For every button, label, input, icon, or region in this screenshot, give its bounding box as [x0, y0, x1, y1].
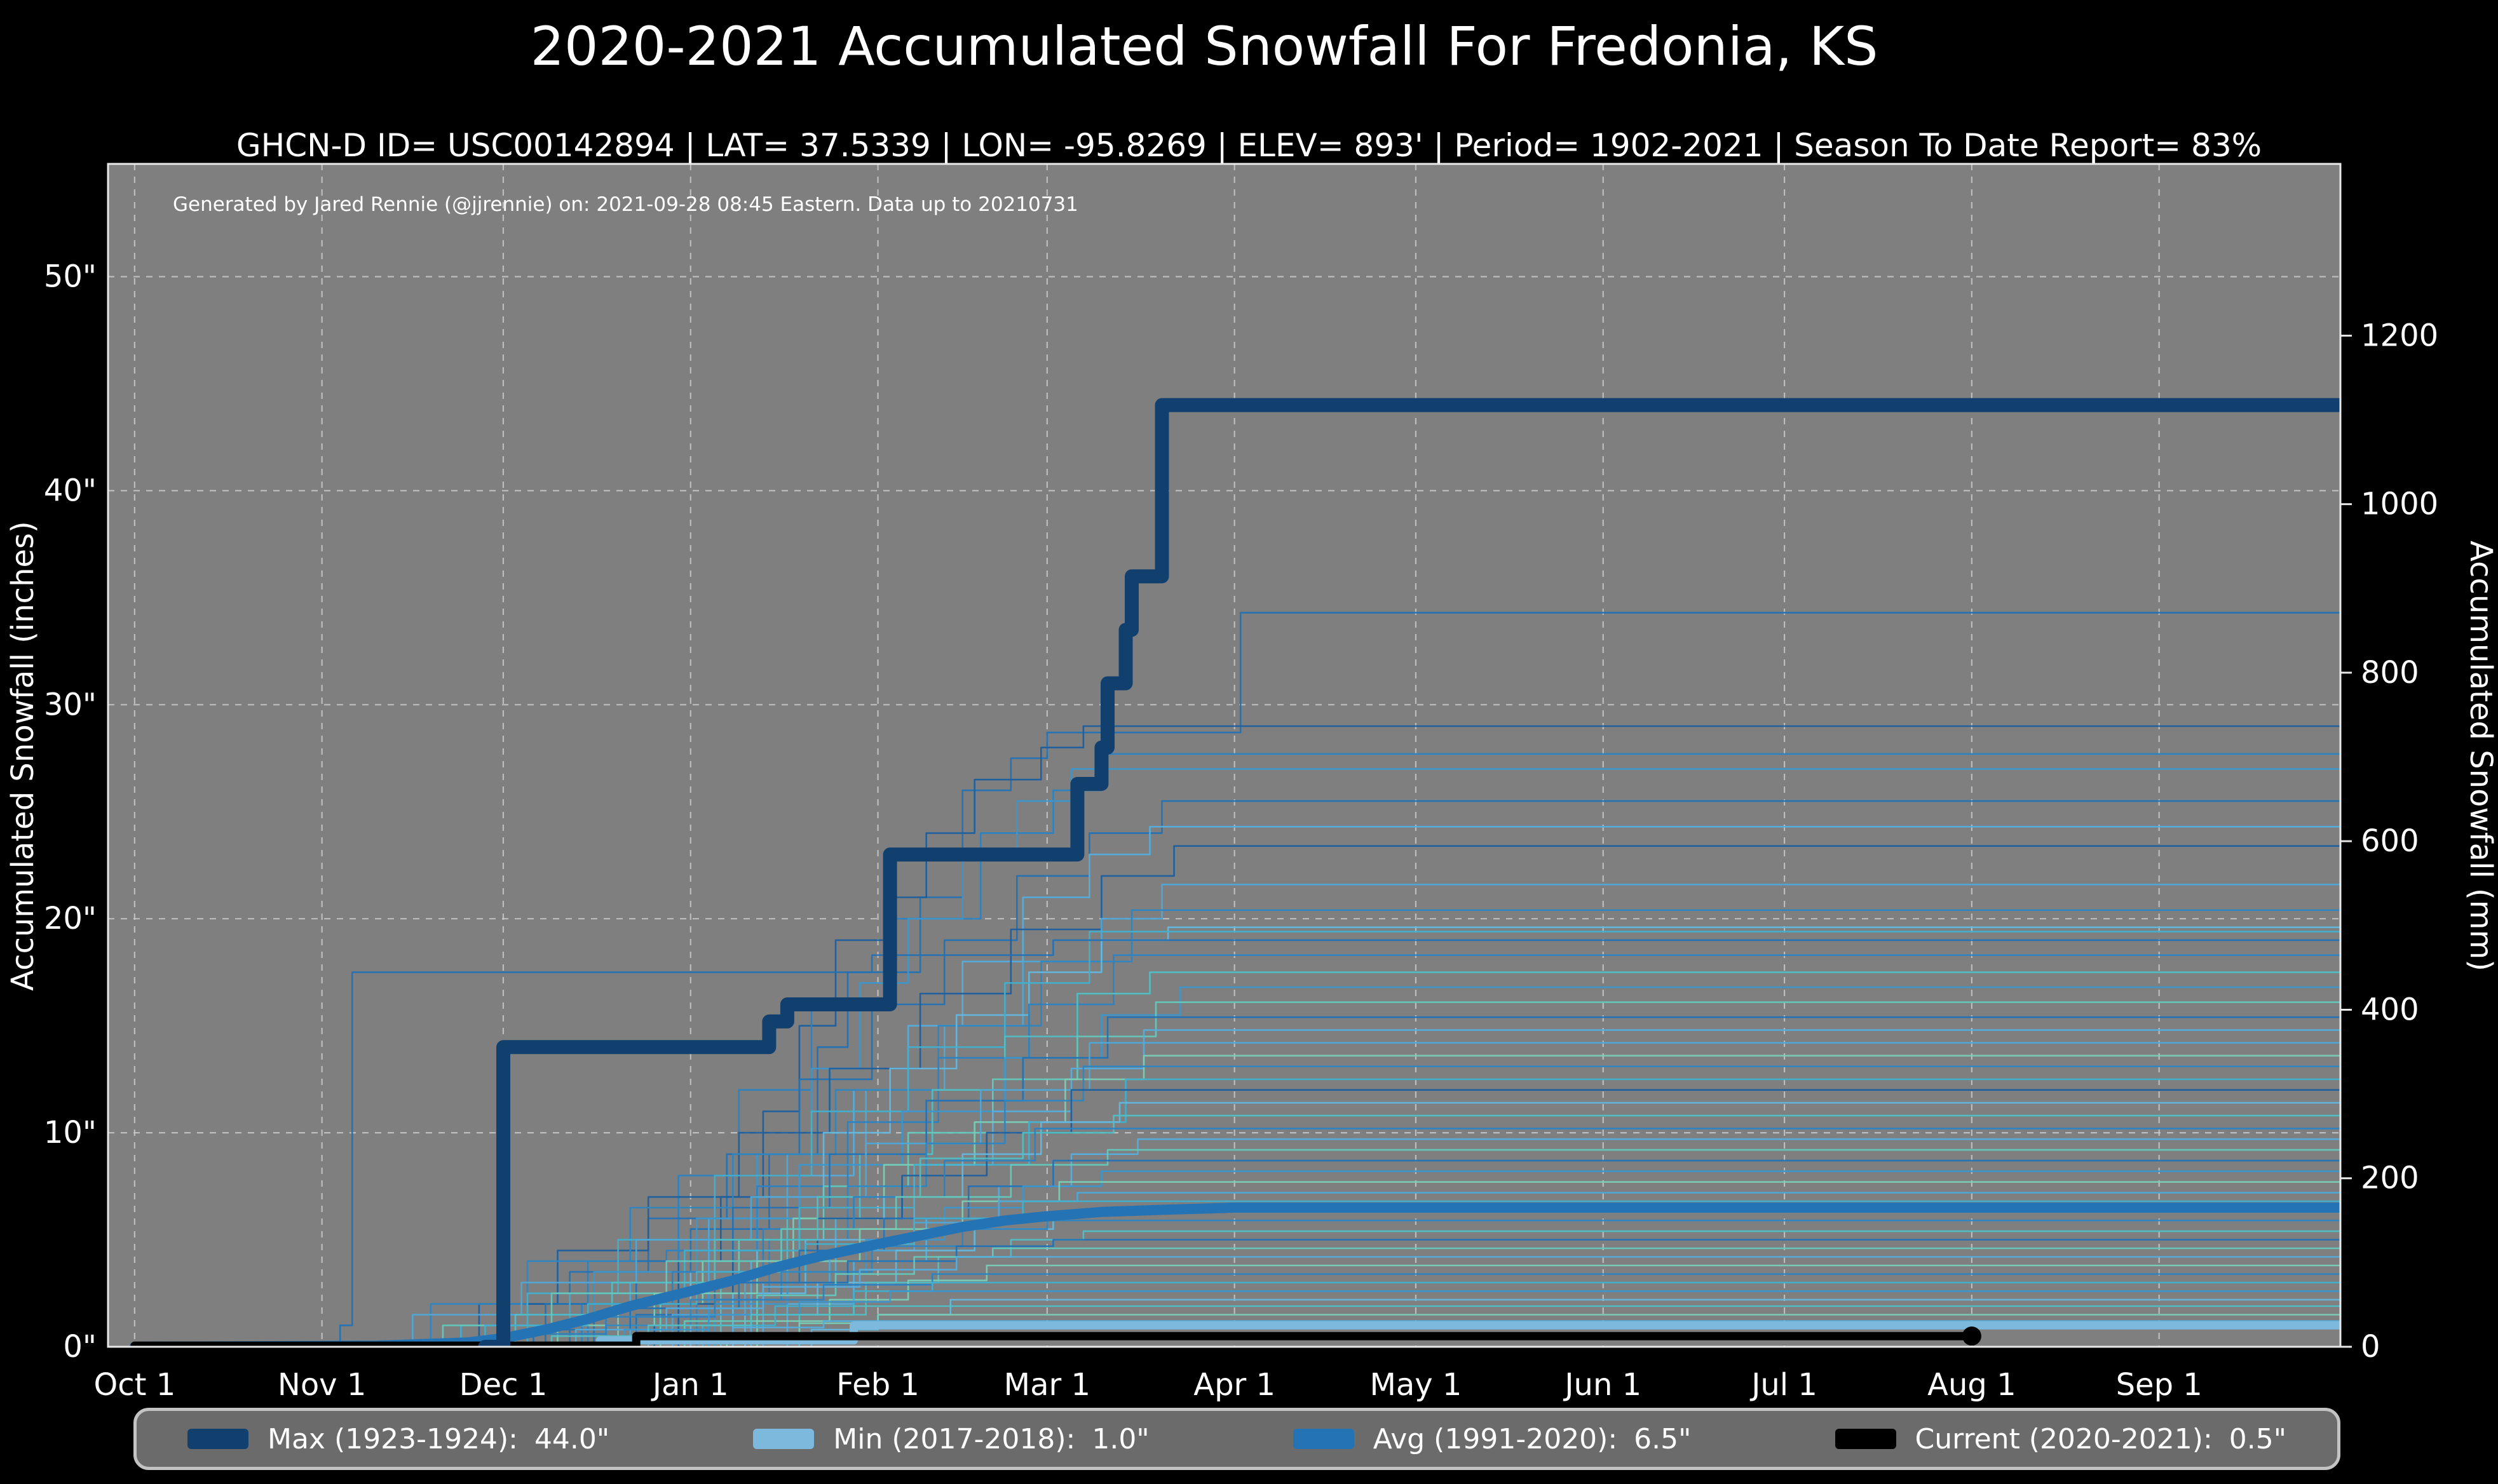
legend-label: Max (1923-1924):: [268, 1422, 518, 1455]
current-line: [130, 1332, 1976, 1347]
y-axis-left-title: Accumulated Snowfall (inches): [5, 521, 41, 991]
plot-border: [107, 163, 2342, 1348]
legend-value: 0.5": [2229, 1422, 2286, 1455]
grid-lines: [108, 164, 2340, 1347]
legend-entry: Min (2017-2018): 1.0": [753, 1422, 1150, 1455]
x-tick-label: Mar 1: [1004, 1367, 1090, 1403]
legend-value: 44.0": [534, 1422, 610, 1455]
x-tick-label: Jan 1: [651, 1367, 729, 1403]
page-title: 2020-2021 Accumulated Snowfall For Fredo…: [530, 15, 1878, 78]
x-tick-label: Apr 1: [1193, 1367, 1275, 1403]
series-lines: [129, 398, 2340, 1347]
legend-swatch: [753, 1429, 815, 1449]
y-axis-right-title: Accumulated Snowfall (mm): [2463, 541, 2498, 971]
legend: Max (1923-1924): 44.0" Min (2017-2018): 1.0…: [133, 1408, 2340, 1470]
season-line: [503, 1114, 2340, 1347]
y-tick-label-right: 200: [2361, 1161, 2419, 1196]
y-tick-label-left: 40": [44, 473, 97, 508]
season-line: [334, 939, 2340, 1347]
legend-label: Current (2020-2021):: [1915, 1422, 2213, 1455]
x-tick-label: Sep 1: [2116, 1367, 2203, 1403]
season-line: [466, 845, 2340, 1347]
y-tick-label-right: 400: [2361, 992, 2419, 1027]
y-tick-label-left: 10": [44, 1115, 97, 1150]
max-line: [478, 398, 2340, 1347]
season-line: [540, 1305, 2340, 1347]
season-line: [418, 909, 2340, 1347]
y-tick-label-right: 600: [2361, 823, 2419, 859]
x-tick-label: Aug 1: [1927, 1367, 2016, 1403]
season-line: [714, 1314, 2340, 1347]
x-tick-label: Nov 1: [278, 1367, 366, 1403]
plot-area: [108, 164, 2340, 1347]
x-tick-label: Oct 1: [93, 1367, 175, 1403]
y-tick-label-left: 30": [44, 687, 97, 722]
y-tick-label-right: 800: [2361, 655, 2419, 691]
avg-line: [129, 1203, 2340, 1347]
season-line: [666, 725, 2340, 1347]
season-line: [497, 753, 2340, 1347]
legend-entry: Max (1923-1924): 44.0": [187, 1423, 609, 1455]
season-line: [733, 1211, 2340, 1347]
legend-swatch: [187, 1429, 248, 1449]
y-tick-label-left: 50": [44, 259, 97, 295]
season-line: [400, 1042, 2340, 1347]
x-tick-label: Jun 1: [1563, 1367, 1641, 1403]
axis-ticks: Oct 1 Nov 1 Dec 1 Jan 1 Feb 1 Mar 1 Apr 1 May 1…: [44, 259, 2438, 1403]
legend-swatch: [1835, 1429, 1896, 1449]
x-tick-label: Feb 1: [836, 1367, 920, 1403]
legend-value: 6.5": [1634, 1422, 1692, 1455]
season-line: [564, 1256, 2340, 1347]
legend-swatch: [1293, 1429, 1354, 1449]
season-line: [636, 1320, 2340, 1347]
legend-entry: Avg (1991-2020): 6.5": [1293, 1422, 1692, 1455]
plot-frame: [107, 163, 2342, 1348]
x-tick-label: May 1: [1369, 1367, 1462, 1403]
legend-label: Avg (1991-2020):: [1373, 1422, 1618, 1455]
legend-value: 1.0": [1092, 1422, 1150, 1455]
x-tick-label: Dec 1: [459, 1367, 548, 1403]
station-subtitle: GHCN-D ID= USC00142894 | LAT= 37.5339 | …: [236, 127, 2262, 164]
y-tick-label-right: 0: [2361, 1329, 2380, 1365]
min-line: [130, 1321, 2340, 1347]
season-line: [557, 800, 2340, 1347]
watermark-text: Generated by Jared Rennie (@jjrennie) on…: [173, 193, 1078, 216]
y-tick-label-left: 20": [44, 901, 97, 936]
legend-entry: Current (2020-2021): 0.5": [1835, 1423, 2286, 1455]
plot-background: [108, 164, 2340, 1347]
legend-label: Min (2017-2018):: [833, 1422, 1076, 1455]
x-tick-label: Jul 1: [1749, 1367, 1817, 1403]
y-tick-label-right: 1000: [2361, 487, 2438, 522]
y-tick-label-right: 1200: [2361, 318, 2438, 353]
season-line: [594, 1219, 2340, 1347]
current-end-marker: [1962, 1326, 1981, 1346]
y-tick-label-left: 0": [63, 1329, 97, 1365]
